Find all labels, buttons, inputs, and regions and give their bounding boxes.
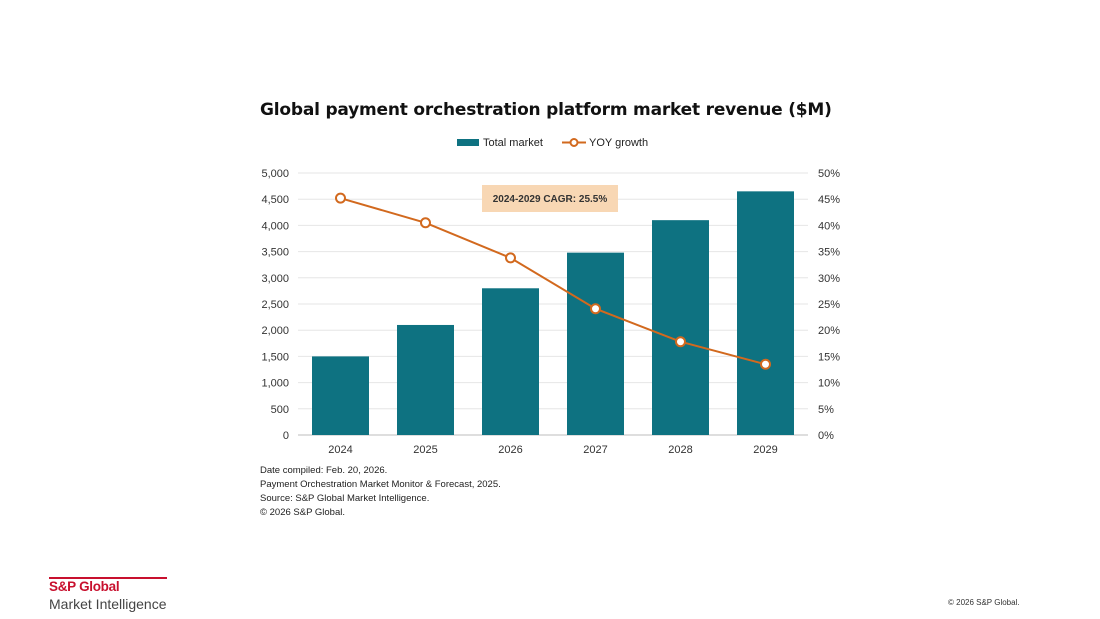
- bar-2025: [397, 324, 454, 435]
- x-tick-label: 2024: [328, 444, 352, 456]
- y-right-tick-label: 10%: [818, 378, 840, 390]
- y-axis-left: 0 500 1,000 1,500 2,000 2,500 3,000 3,500 4,000 4…: [261, 168, 289, 442]
- y-right-tick-label: 25%: [818, 299, 840, 311]
- x-tick-label: 2029: [753, 444, 777, 456]
- bar-2024: [312, 356, 369, 435]
- gridlines: [298, 172, 808, 436]
- y-left-tick-label: 3,000: [261, 273, 289, 285]
- chart-title: Global payment orchestration platform ma…: [260, 100, 832, 120]
- x-axis: 2024 2025 2026 2027 2028 2029: [328, 444, 777, 456]
- line-series: [335, 192, 771, 370]
- note-source: Source: S&P Global Market Intelligence.: [260, 493, 430, 504]
- chart-notes: Date compiled: Feb. 20, 2026. Payment Or…: [260, 464, 501, 520]
- bar-2026: [482, 288, 539, 435]
- y-left-tick-label: 2,500: [261, 299, 289, 311]
- cagr-text: 2024-2029 CAGR: 25.5%: [493, 194, 608, 205]
- yoy-point-2026: [505, 252, 516, 264]
- y-left-tick-label: 2,000: [261, 325, 289, 337]
- y-right-tick-label: 5%: [818, 404, 834, 416]
- yoy-growth-line: [340, 197, 766, 366]
- yoy-point-2029: [760, 358, 771, 370]
- x-tick-label: 2027: [583, 444, 607, 456]
- y-right-tick-label: 20%: [818, 325, 840, 337]
- yoy-point-2025: [420, 217, 431, 229]
- legend-label-yoy-growth: YOY growth: [589, 137, 648, 149]
- note-publication: Payment Orchestration Market Monitor & F…: [260, 479, 501, 490]
- bar-series: [312, 191, 794, 435]
- x-tick-label: 2028: [668, 444, 692, 456]
- y-left-tick-label: 3,500: [261, 247, 289, 259]
- note-copyright: © 2026 S&P Global.: [260, 507, 345, 518]
- y-left-tick-label: 1,500: [261, 351, 289, 363]
- brand-logo: S&P Global Market Intelligence: [49, 577, 167, 612]
- y-right-tick-label: 40%: [818, 220, 840, 232]
- y-axis-right: 0% 5% 10% 15% 20% 25% 30% 35% 40% 45% 50%: [818, 168, 840, 442]
- y-right-tick-label: 45%: [818, 194, 840, 206]
- y-right-tick-label: 30%: [818, 273, 840, 285]
- cagr-annotation: 2024-2029 CAGR: 25.5%: [482, 185, 618, 212]
- yoy-point-2024: [335, 192, 346, 204]
- y-right-tick-label: 35%: [818, 247, 840, 259]
- brand-division: Market Intelligence: [49, 596, 167, 612]
- yoy-point-2028: [675, 336, 686, 348]
- y-left-tick-label: 500: [271, 404, 289, 416]
- y-left-tick-label: 1,000: [261, 378, 289, 390]
- cagr-box: [482, 185, 618, 212]
- bar-2027: [567, 252, 624, 435]
- bar-2029: [737, 191, 794, 435]
- legend: Total market YOY growth: [457, 137, 648, 149]
- y-right-tick-label: 0%: [818, 430, 834, 442]
- footer-copyright: © 2026 S&P Global.: [948, 598, 1020, 607]
- y-left-tick-label: 5,000: [261, 168, 289, 180]
- bar-2028: [652, 220, 709, 435]
- y-left-tick-label: 4,500: [261, 194, 289, 206]
- yoy-point-2027: [590, 303, 601, 315]
- x-tick-label: 2025: [413, 444, 437, 456]
- legend-swatch-yoy-marker: [569, 138, 579, 147]
- x-tick-label: 2026: [498, 444, 522, 456]
- y-left-tick-label: 4,000: [261, 220, 289, 232]
- legend-swatch-total-market: [457, 139, 479, 146]
- y-right-tick-label: 15%: [818, 351, 840, 363]
- y-right-tick-label: 50%: [818, 168, 840, 180]
- note-date: Date compiled: Feb. 20, 2026.: [260, 465, 388, 476]
- legend-label-total-market: Total market: [483, 137, 543, 149]
- brand-name: S&P Global: [49, 577, 167, 595]
- y-left-tick-label: 0: [283, 430, 289, 442]
